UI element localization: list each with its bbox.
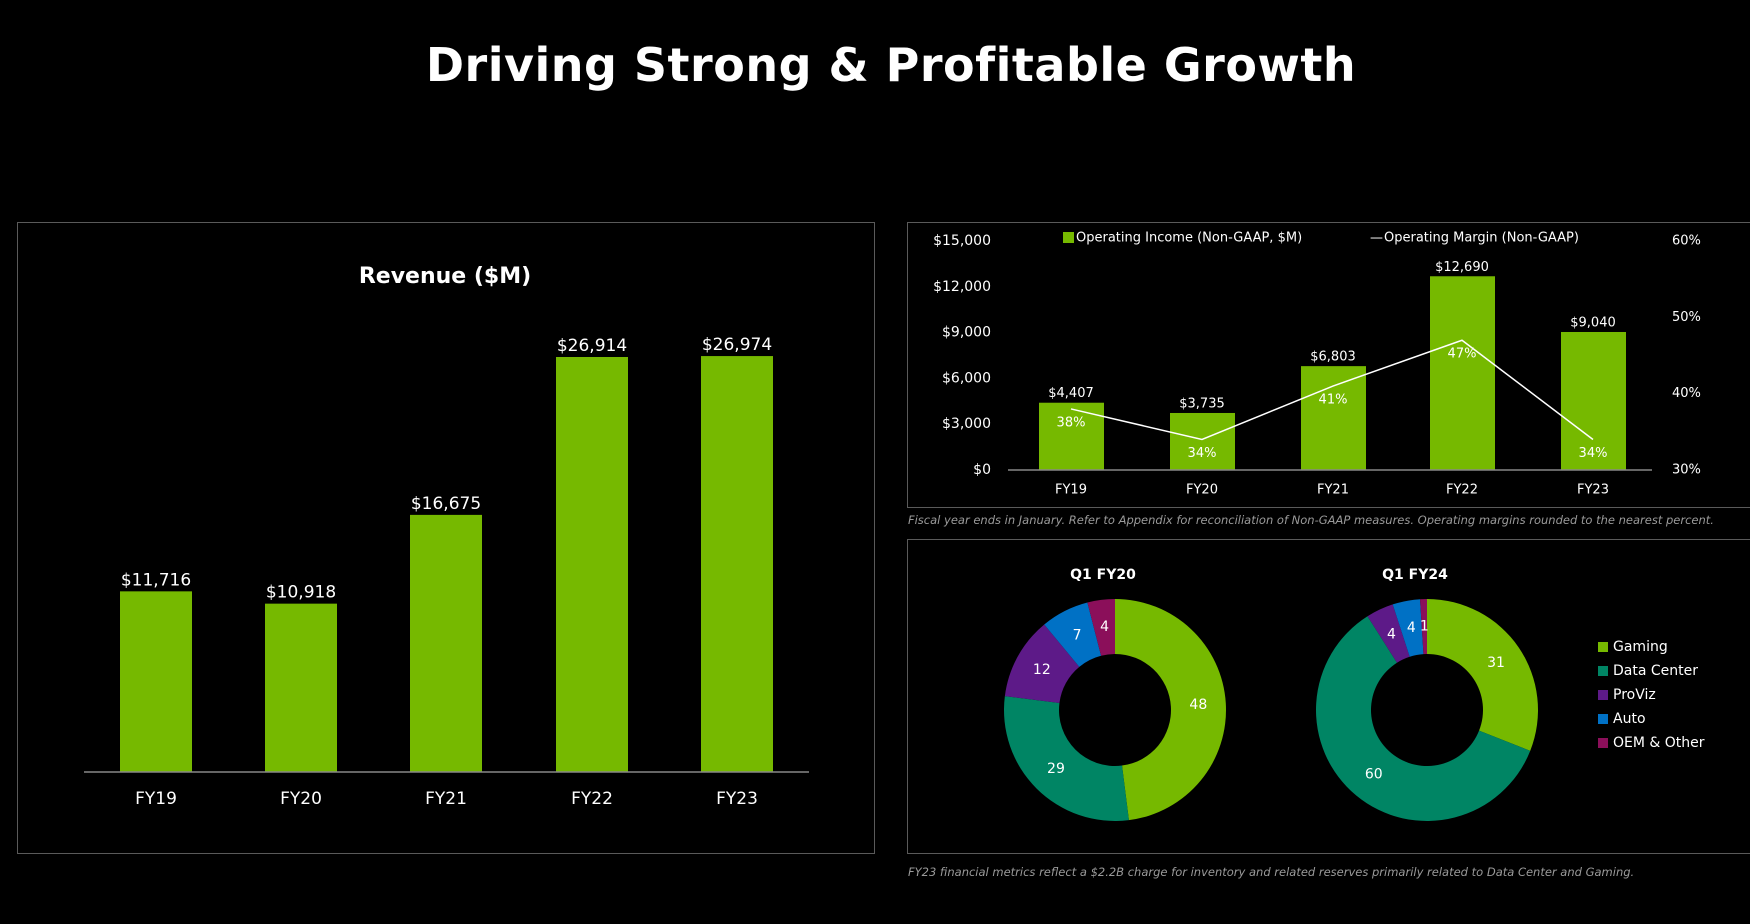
donut-segment [1115,599,1227,821]
donut-value-label: 4 [1407,620,1416,636]
legend-label: OEM & Other [1613,735,1705,751]
donut-segment [1003,696,1129,822]
operating-x-label: FY19 [1055,483,1087,498]
revenue-bar [701,356,773,772]
revenue-bar [265,603,337,772]
revenue-panel [17,222,875,854]
revenue-value-label: $10,918 [266,583,336,603]
revenue-value-label: $26,974 [702,335,772,355]
operating-income-bar [1039,402,1104,470]
operating-income-label: $12,690 [1435,260,1489,275]
donut-segment [1044,602,1102,667]
revenue-x-label: FY21 [425,789,467,809]
operating-margin-label: 38% [1057,415,1086,430]
right-axis-tick: 60% [1672,234,1701,249]
operating-x-label: FY22 [1446,483,1478,498]
operating-income-label: $3,735 [1179,396,1225,411]
operating-income-bar [1170,412,1235,470]
donut-value-label: 12 [1033,662,1051,678]
left-axis-tick: $3,000 [942,416,991,432]
donut-value-label: 7 [1073,628,1082,644]
donut-segment [1392,599,1424,657]
donut-segment [1367,604,1410,663]
operating-income-label: $9,040 [1570,315,1616,330]
operating-income-bar [1301,366,1366,470]
revenue-bar [556,357,628,772]
revenue-value-label: $11,716 [121,570,191,590]
legend-label: Data Center [1613,663,1698,679]
legend-operating-income-label: Operating Income (Non-GAAP, $M) [1076,231,1302,246]
right-axis-tick: 50% [1672,310,1701,325]
legend-swatch [1598,690,1608,700]
revenue-mix-panel [907,539,1750,854]
legend-label: ProViz [1613,687,1656,703]
donut-value-label: 4 [1387,626,1396,642]
donut-value-label: 48 [1189,697,1207,713]
left-axis-tick: $6,000 [942,370,991,386]
operating-x-label: FY21 [1317,483,1349,498]
donut-segment [1420,599,1427,655]
operating-margin-label: 34% [1579,446,1608,461]
left-axis-tick: $12,000 [933,279,991,295]
revenue-x-label: FY23 [716,789,758,809]
operating-income-label: $6,803 [1310,350,1356,365]
left-axis-tick: $9,000 [942,325,991,341]
left-axis-tick: $15,000 [933,233,991,249]
legend-swatch [1598,714,1608,724]
donut-value-label: 31 [1487,655,1505,671]
donut-value-label: 60 [1365,766,1383,782]
revenue-x-label: FY20 [280,789,322,809]
donut-title: Q1 FY20 [1070,567,1136,583]
operating-margin-label: 41% [1319,393,1348,408]
donut-segment [1316,616,1531,821]
revenue-x-label: FY19 [135,789,177,809]
operating-margin-line [1070,339,1594,441]
donut-value-label: 4 [1100,619,1109,635]
revenue-bar [120,591,192,772]
operating-footnote: Fiscal year ends in January. Refer to Ap… [908,513,1714,527]
revenue-value-label: $26,914 [557,336,627,356]
legend-operating-income-swatch [1063,232,1074,243]
right-axis-tick: 30% [1672,463,1701,478]
donut-value-label: 1 [1420,619,1429,635]
donut-value-label: 29 [1047,761,1065,777]
operating-margin-label: 34% [1188,446,1217,461]
legend-swatch [1598,642,1608,652]
legend-swatch [1598,738,1608,748]
fy23-footnote: FY23 financial metrics reflect a $2.2B c… [908,865,1635,879]
legend-operating-margin-line-icon: — [1370,231,1383,246]
revenue-title: Revenue ($M) [359,264,531,289]
operating-x-label: FY20 [1186,483,1218,498]
donut-segment [1427,599,1538,751]
legend-swatch [1598,666,1608,676]
operating-x-label: FY23 [1577,483,1609,498]
operating-income-bar [1561,331,1626,470]
donut-segment [1004,624,1080,703]
legend-label: Auto [1613,711,1646,727]
legend-operating-margin-label: Operating Margin (Non-GAAP) [1384,231,1579,246]
revenue-x-label: FY22 [571,789,613,809]
left-axis-tick: $0 [973,462,991,478]
operating-income-label: $4,407 [1048,386,1094,401]
legend-label: Gaming [1613,639,1668,655]
operating-margin-label: 47% [1448,347,1477,362]
operating-income-bar [1430,276,1495,470]
operating-income-panel [907,222,1750,508]
right-axis-tick: 40% [1672,386,1701,401]
revenue-value-label: $16,675 [411,494,481,514]
page-title: Driving Strong & Profitable Growth [425,38,1357,92]
donut-title: Q1 FY24 [1382,567,1448,583]
revenue-bar [410,514,482,772]
donut-segment [1087,599,1115,656]
